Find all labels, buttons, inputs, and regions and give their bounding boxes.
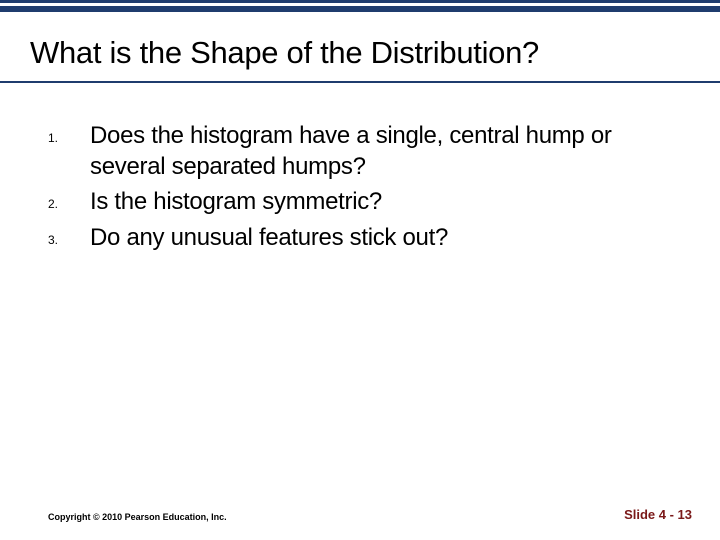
copyright-text: Copyright © 2010 Pearson Education, Inc.: [48, 512, 227, 522]
list-number: 1.: [40, 120, 90, 182]
list-text: Is the histogram symmetric?: [90, 186, 382, 217]
title-underline: [0, 81, 720, 83]
list-text: Do any unusual features stick out?: [90, 222, 448, 253]
top-border: [0, 0, 720, 12]
list-text: Does the histogram have a single, centra…: [90, 120, 680, 182]
list-number: 2.: [40, 186, 90, 217]
title-area: What is the Shape of the Distribution?: [0, 0, 720, 95]
top-border-thick: [0, 6, 720, 12]
list-item: 1. Does the histogram have a single, cen…: [40, 120, 680, 182]
list-item: 3. Do any unusual features stick out?: [40, 222, 680, 253]
content-area: 1. Does the histogram have a single, cen…: [0, 95, 720, 253]
list-item: 2. Is the histogram symmetric?: [40, 186, 680, 217]
slide-number: Slide 4 - 13: [624, 507, 692, 522]
page-title: What is the Shape of the Distribution?: [30, 35, 680, 71]
footer: Copyright © 2010 Pearson Education, Inc.…: [0, 507, 720, 522]
list-number: 3.: [40, 222, 90, 253]
